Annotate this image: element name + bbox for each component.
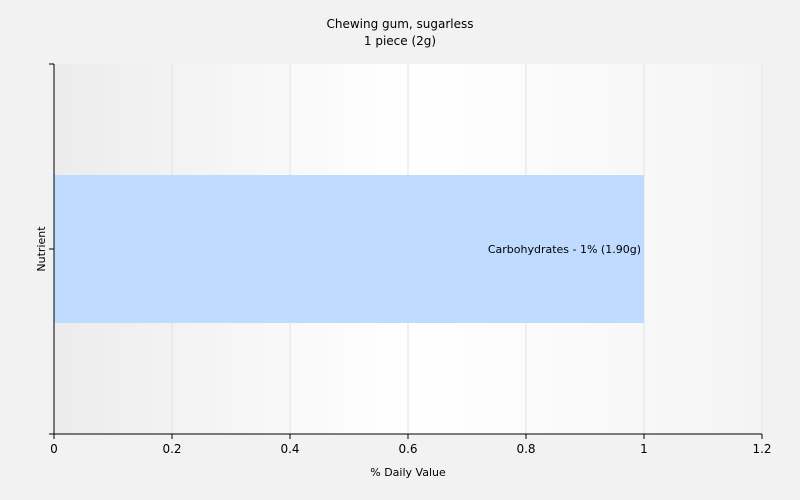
chart-title: Chewing gum, sugarless [326,17,473,31]
axes: 0 0.2 0.4 0.6 0.8 1 1.2 [49,63,772,456]
x-tick-label: 1.2 [752,442,771,456]
x-tick-label: 0.2 [162,442,181,456]
chart-subtitle: 1 piece (2g) [364,34,436,48]
bars: Carbohydrates - 1% (1.90g) [54,175,644,323]
x-tick-label: 0.8 [516,442,535,456]
x-tick-label: 0 [50,442,58,456]
x-tick-label: 0.6 [398,442,417,456]
x-tick-label: 0.4 [280,442,299,456]
bar-data-label: Carbohydrates - 1% (1.90g) [488,243,641,256]
bar [54,175,644,323]
y-axis-label: Nutrient [35,226,48,272]
x-tick-label: 1 [640,442,648,456]
x-axis-label: % Daily Value [370,466,446,479]
